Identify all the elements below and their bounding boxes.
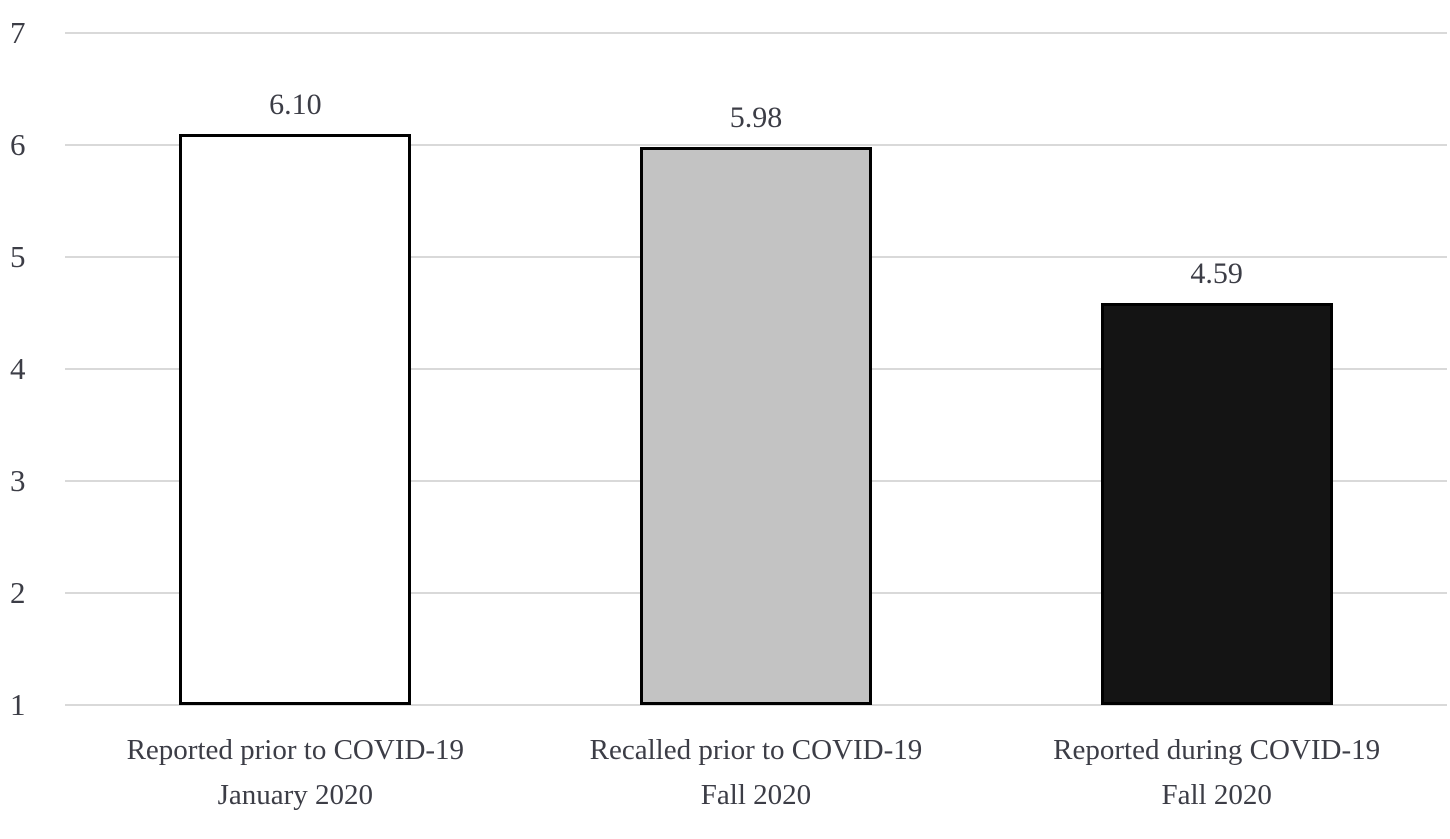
y-tick-label-1: 1: [10, 687, 26, 722]
y-tick-label-7: 7: [10, 15, 26, 50]
plot-area: 6.10 5.98 4.59: [65, 32, 1447, 706]
bar-slot-2: 4.59: [986, 33, 1447, 705]
category-label-line1: Recalled prior to COVID-19: [589, 734, 923, 766]
bar-slot-0: 6.10: [65, 33, 526, 705]
bar-value-label-1: 5.98: [729, 101, 783, 135]
category-label-line1: Reported prior to COVID-19: [126, 734, 465, 766]
category-label-line1: Reported during COVID-19: [1053, 734, 1381, 766]
y-tick-label-3: 3: [10, 463, 26, 498]
bar-value-label-2: 4.59: [1190, 256, 1243, 290]
bar-1: [639, 147, 872, 705]
y-tick-label-2: 2: [10, 575, 26, 610]
bar-slot-1: 5.98: [526, 33, 987, 705]
category-label-0: Reported prior to COVID-19 January 2020: [65, 728, 526, 818]
x-axis-labels: Reported prior to COVID-19 January 2020 Re…: [65, 728, 1447, 828]
gridline-y7: [65, 32, 1447, 34]
category-label-line2: Fall 2020: [1161, 779, 1272, 811]
category-label-2: Reported during COVID-19 Fall 2020: [986, 728, 1447, 818]
bar-2: [1100, 302, 1333, 705]
category-label-line2: January 2020: [217, 779, 374, 811]
bar-0: [179, 133, 412, 705]
gridline-y6: [65, 144, 1447, 146]
bar-value-label-0: 6.10: [269, 87, 322, 121]
y-tick-label-4: 4: [10, 351, 26, 386]
y-tick-label-5: 5: [10, 239, 26, 274]
y-tick-label-6: 6: [10, 127, 26, 162]
gridline-y1: [65, 704, 1447, 706]
category-label-line2: Fall 2020: [700, 779, 812, 811]
category-label-1: Recalled prior to COVID-19 Fall 2020: [526, 728, 987, 818]
